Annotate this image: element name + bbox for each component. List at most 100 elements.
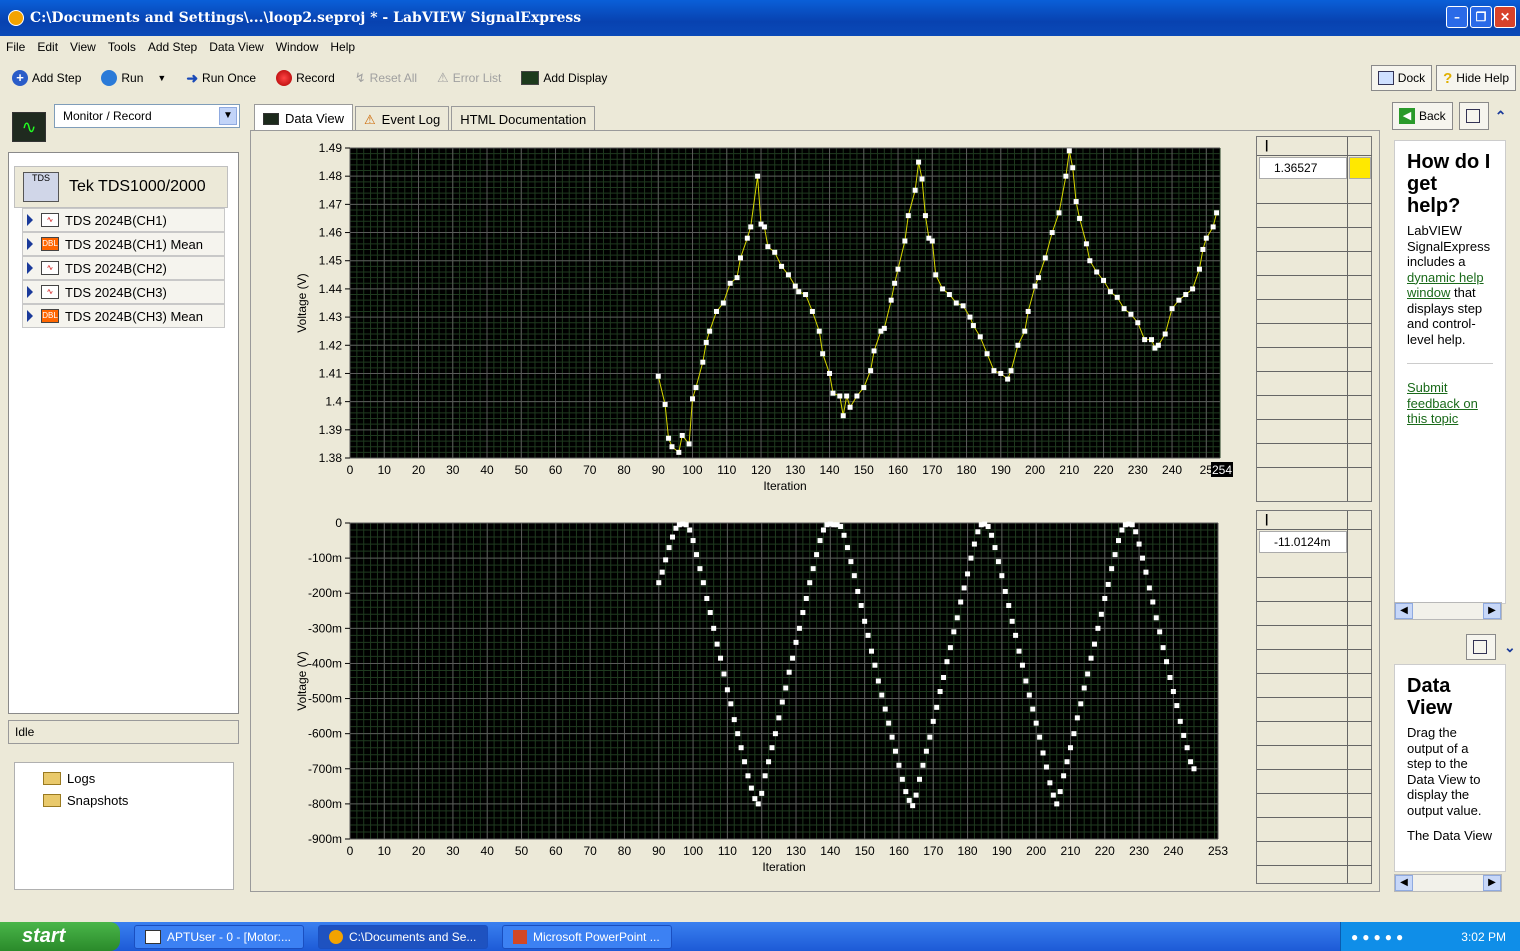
- x-tick-label: 130: [785, 463, 805, 477]
- menu-file[interactable]: File: [6, 40, 26, 54]
- data-point: [999, 573, 1005, 579]
- voltage-chart-top[interactable]: 0 10 20 30 40 50 60 70 80 90 100 110 120 130 140 150 160…: [252, 134, 1252, 504]
- expand-icon[interactable]: [27, 286, 33, 298]
- dock-button[interactable]: Dock: [1370, 65, 1433, 91]
- scroll-right-icon[interactable]: ▶: [1483, 603, 1501, 619]
- menu-window[interactable]: Window: [275, 40, 319, 54]
- data-point: [1081, 685, 1087, 691]
- snapshots-item[interactable]: Snapshots: [43, 793, 128, 808]
- cursor-marker-icon: |: [1265, 512, 1269, 526]
- step-item[interactable]: DBL TDS 2024B(CH1) Mean: [22, 232, 225, 256]
- system-tray: ●●●●● 3:02 PM: [1340, 922, 1520, 951]
- data-point: [893, 748, 899, 754]
- run-once-button[interactable]: ➜ Run Once: [186, 70, 256, 87]
- error-list-button[interactable]: ⚠ Error List: [437, 70, 501, 86]
- taskbar-item[interactable]: Microsoft PowerPoint ...: [502, 924, 672, 949]
- help-dock-button-2[interactable]: [1466, 634, 1496, 660]
- tab-data-view[interactable]: Data View: [254, 104, 354, 132]
- data-point: [1210, 224, 1216, 230]
- device-header[interactable]: TDS Tek TDS1000/2000: [14, 166, 228, 208]
- menu-data-view[interactable]: Data View: [209, 40, 264, 54]
- minimize-button[interactable]: –: [1446, 6, 1468, 28]
- step-item[interactable]: ∿ TDS 2024B(CH2): [22, 256, 225, 280]
- x-tick-label: 50: [515, 463, 529, 477]
- tab-label: Event Log: [381, 112, 441, 127]
- y-tick-label: -500m: [308, 692, 342, 706]
- restore-button[interactable]: ❐: [1470, 6, 1492, 28]
- x-tick-label: 200: [1026, 844, 1046, 858]
- expand-icon[interactable]: [27, 238, 33, 250]
- tab-html-documentation[interactable]: HTML Documentation: [451, 106, 596, 132]
- x-tick-label: 100: [683, 844, 703, 858]
- mode-select[interactable]: Monitor / Record ▼: [54, 104, 240, 128]
- menu-help[interactable]: Help: [330, 40, 356, 54]
- x-tick-label: 70: [583, 844, 597, 858]
- data-point: [865, 632, 871, 638]
- data-point: [742, 759, 748, 765]
- data-point: [1181, 732, 1187, 738]
- hide-help-button[interactable]: ? Hide Help: [1436, 65, 1516, 91]
- add-display-button[interactable]: Add Display: [521, 71, 607, 85]
- x-tick-label: 30: [446, 844, 460, 858]
- record-button[interactable]: Record: [276, 70, 335, 86]
- expand-icon[interactable]: [27, 214, 33, 226]
- scroll-left-icon[interactable]: ◀: [1395, 875, 1413, 891]
- data-point: [1013, 632, 1019, 638]
- scroll-right-icon[interactable]: ▶: [1483, 875, 1501, 891]
- data-point: [1184, 745, 1190, 751]
- data-point: [882, 706, 888, 712]
- menu-view[interactable]: View: [70, 40, 96, 54]
- taskbar-item[interactable]: APTUser - 0 - [Motor:...: [134, 924, 304, 949]
- help-hscrollbar[interactable]: ◀ ▶: [1394, 602, 1502, 620]
- back-button[interactable]: ◀ Back: [1392, 102, 1453, 130]
- data-point: [1015, 342, 1021, 348]
- folder-icon: [43, 794, 61, 807]
- run-button[interactable]: Run ▼: [101, 70, 166, 86]
- x-tick-label: 100: [683, 463, 703, 477]
- y-tick-label: 1.43: [319, 310, 343, 324]
- menu-tools[interactable]: Tools: [107, 40, 136, 54]
- data-point: [785, 272, 791, 278]
- dynamic-help-link[interactable]: dynamic help window: [1407, 269, 1484, 301]
- x-tick-label: 10: [378, 844, 392, 858]
- data-point: [1140, 555, 1146, 561]
- logs-item[interactable]: Logs: [43, 771, 95, 786]
- data-point: [1057, 789, 1063, 795]
- app-icon: [145, 929, 161, 944]
- taskbar-item[interactable]: C:\Documents and Se...: [318, 924, 488, 949]
- expand-icon[interactable]: [27, 262, 33, 274]
- x-tick-label: 0: [347, 463, 354, 477]
- collapse-down-icon[interactable]: ⌄: [1504, 638, 1516, 655]
- add-step-button[interactable]: + Add Step: [12, 70, 81, 86]
- menu-add-step[interactable]: Add Step: [147, 40, 198, 54]
- menu-edit[interactable]: Edit: [37, 40, 59, 54]
- data-point: [1002, 588, 1008, 594]
- reset-all-button[interactable]: ↯ Reset All: [355, 70, 417, 86]
- data-point: [1019, 662, 1025, 668]
- expand-icon[interactable]: [27, 310, 33, 322]
- data-point: [765, 244, 771, 250]
- start-button[interactable]: start: [0, 922, 120, 951]
- tab-event-log[interactable]: ⚠ Event Log: [355, 106, 450, 132]
- run-dropdown-icon[interactable]: ▼: [157, 73, 167, 83]
- help-hscrollbar-2[interactable]: ◀ ▶: [1394, 874, 1502, 892]
- step-item[interactable]: DBL TDS 2024B(CH3) Mean: [22, 304, 225, 328]
- step-item[interactable]: ∿ TDS 2024B(CH3): [22, 280, 225, 304]
- collapse-up-icon[interactable]: ⌃: [1494, 107, 1507, 124]
- x-tick-label: 220: [1095, 844, 1115, 858]
- data-point: [1085, 671, 1091, 677]
- y-tick-label: -700m: [308, 762, 342, 776]
- voltage-chart-bottom[interactable]: 0 10 20 30 40 50 60 70 80 90 100 110 120 130 140 150 160…: [252, 508, 1252, 888]
- data-point: [916, 159, 922, 165]
- add-display-icon: [521, 71, 540, 85]
- color-swatch[interactable]: [1349, 157, 1371, 179]
- submit-feedback-link[interactable]: Submit feedback on this topic: [1407, 380, 1478, 426]
- data-point: [1063, 173, 1069, 179]
- scroll-left-icon[interactable]: ◀: [1395, 603, 1413, 619]
- step-item[interactable]: ∿ TDS 2024B(CH1): [22, 208, 225, 232]
- help-dock-button[interactable]: [1458, 102, 1489, 130]
- chevron-down-icon[interactable]: ▼: [219, 107, 237, 125]
- data-point: [978, 522, 984, 528]
- x-tick-label: 160: [889, 844, 909, 858]
- close-button[interactable]: ✕: [1494, 6, 1516, 28]
